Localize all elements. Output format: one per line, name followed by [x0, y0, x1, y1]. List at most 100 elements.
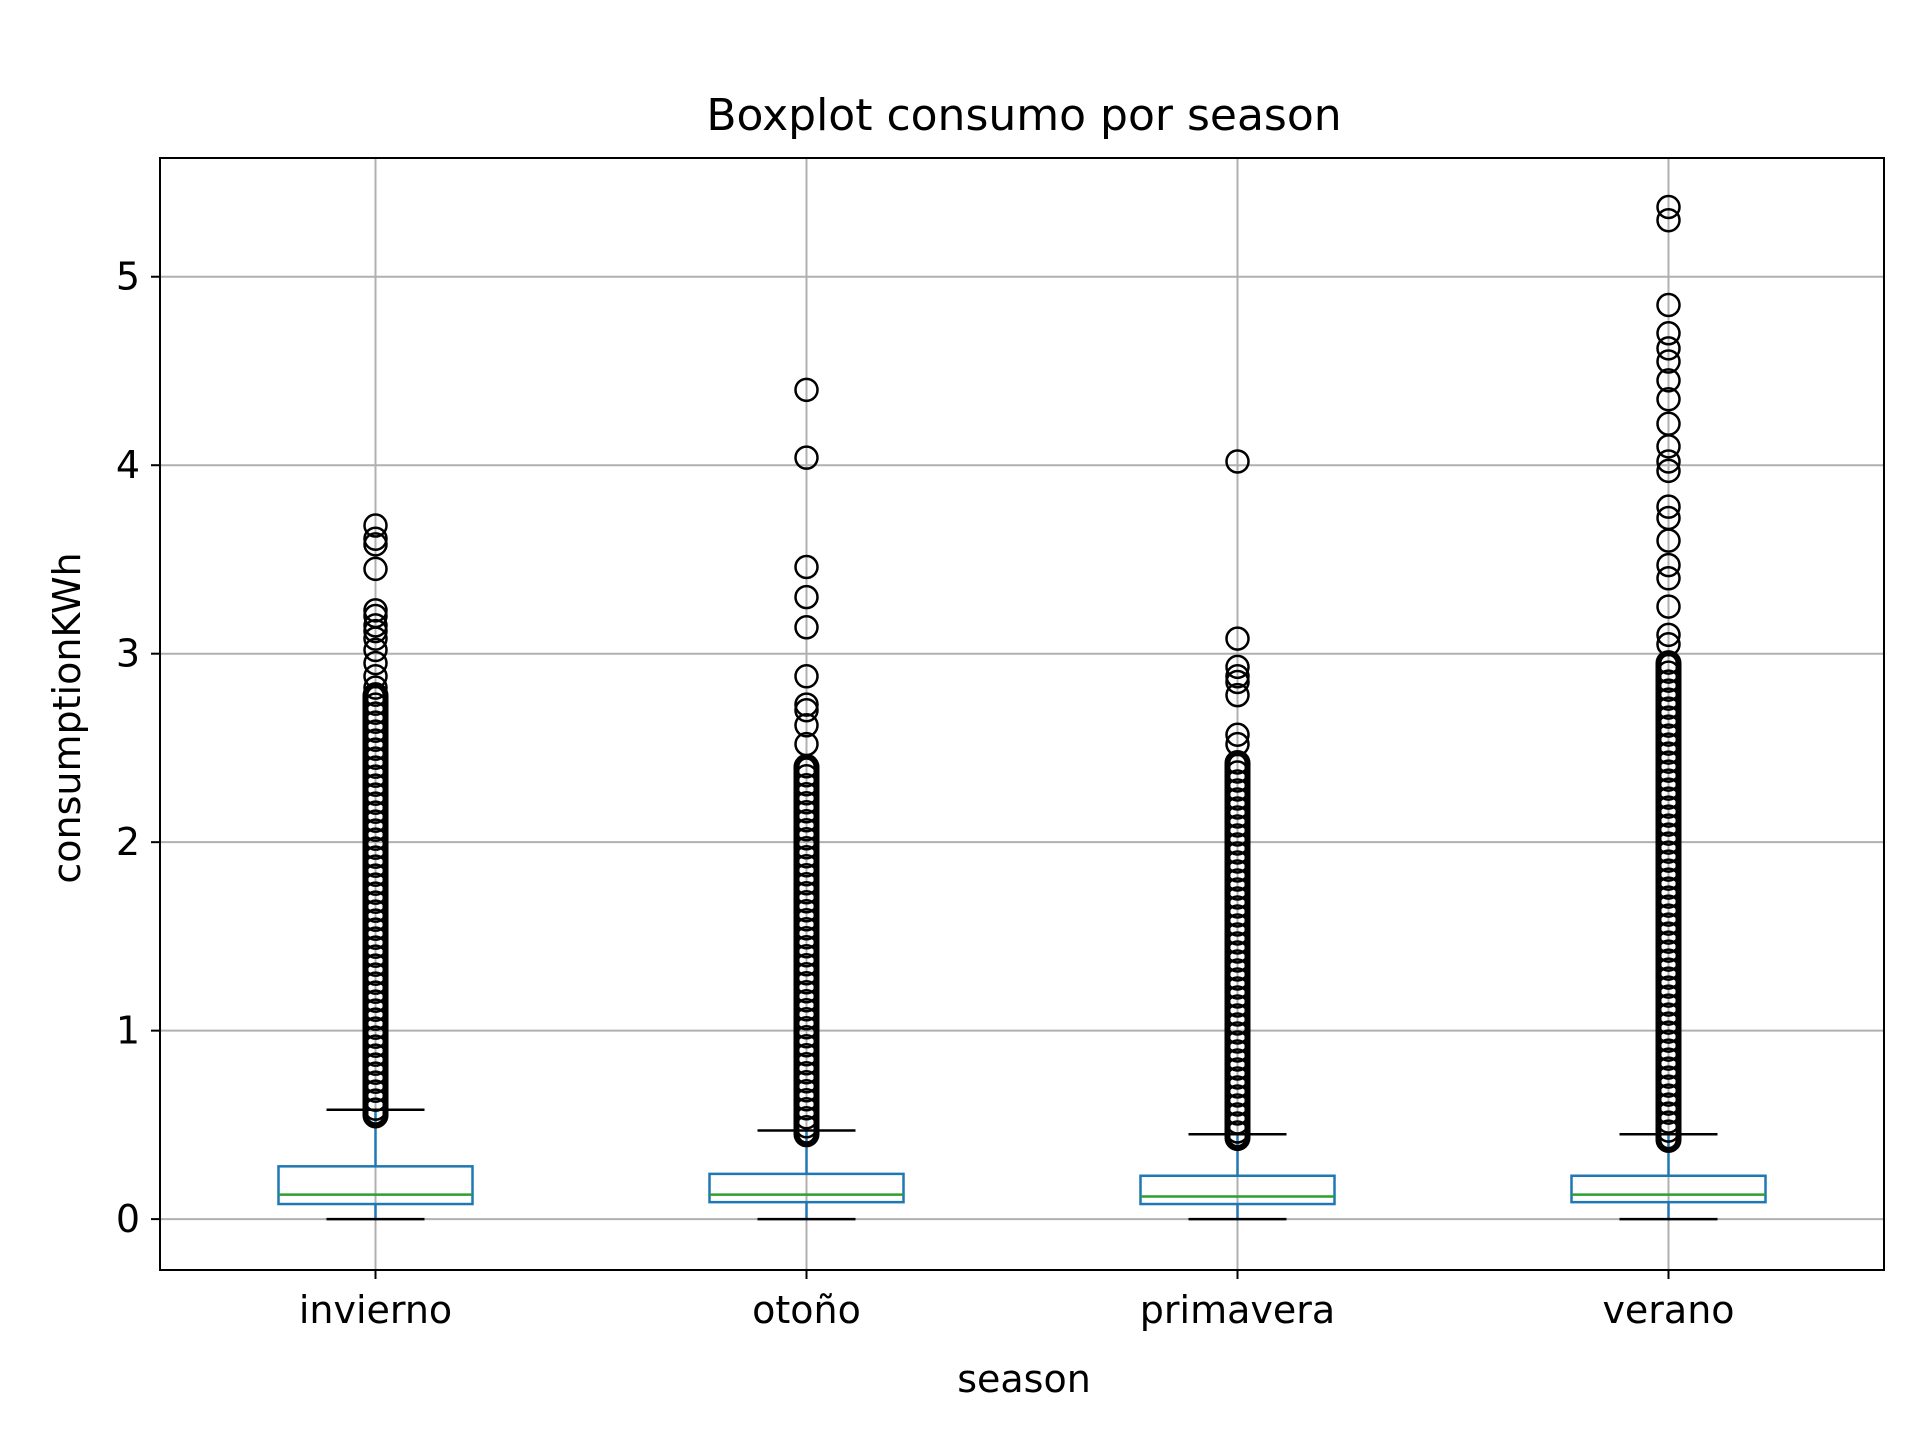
outlier-point	[1225, 868, 1250, 892]
outlier-point	[1656, 1065, 1681, 1089]
outlier-point	[1225, 1084, 1250, 1108]
outlier-point	[1656, 194, 1681, 220]
outlier-point	[1225, 949, 1250, 973]
outlier-point	[794, 809, 819, 833]
outlier-point	[794, 836, 819, 860]
outlier-point	[1225, 814, 1250, 838]
outlier-point	[1656, 930, 1681, 954]
outlier-point	[1656, 867, 1681, 891]
outlier-point	[1225, 796, 1250, 820]
outlier-point	[794, 692, 819, 717]
outlier-point	[1656, 858, 1681, 882]
outlier-point	[1656, 552, 1681, 578]
outlier-point	[1225, 731, 1250, 757]
outlier-point	[1225, 967, 1250, 991]
outlier-point	[1225, 1111, 1250, 1135]
outlier-point	[1225, 1075, 1250, 1099]
outlier-point	[363, 1070, 388, 1094]
y-tick-label: 1	[116, 1009, 140, 1053]
outlier-point	[794, 697, 819, 723]
outlier-point	[1656, 795, 1681, 819]
outlier-point	[363, 603, 388, 629]
outlier-point	[363, 980, 388, 1004]
outlier-point	[1656, 368, 1681, 393]
outlier-point	[1225, 913, 1250, 937]
outlier-point	[1225, 994, 1250, 1018]
outlier-point	[363, 598, 388, 623]
outlier-point	[1656, 458, 1681, 484]
outlier-point	[794, 872, 819, 896]
outlier-point	[1225, 895, 1250, 919]
outlier-point	[1656, 1020, 1681, 1044]
outlier-point	[363, 800, 388, 824]
outlier-point	[363, 692, 388, 716]
outlier-point	[1656, 660, 1681, 684]
outlier-point	[1225, 958, 1250, 982]
outlier-point	[1656, 1101, 1681, 1125]
outlier-point	[1225, 886, 1250, 910]
grid	[160, 158, 1884, 1270]
outlier-point	[794, 1079, 819, 1103]
outlier-point	[363, 1016, 388, 1040]
outlier-point	[1656, 831, 1681, 855]
outlier-point	[1656, 768, 1681, 792]
outlier-point	[1656, 1110, 1681, 1134]
outlier-point	[794, 881, 819, 905]
outlier-point	[363, 836, 388, 860]
outlier-point	[363, 845, 388, 869]
outlier-point	[1225, 1057, 1250, 1081]
outlier-point	[794, 1025, 819, 1049]
outlier-point	[1656, 622, 1681, 648]
outlier-point	[1656, 741, 1681, 765]
outlier-point	[1656, 705, 1681, 729]
outlier-point	[794, 791, 819, 815]
chart-title: Boxplot consumo por season	[706, 90, 1341, 141]
outlier-point	[1225, 722, 1250, 747]
outlier-point	[794, 962, 819, 986]
outlier-point	[1656, 494, 1681, 519]
outlier-point	[1225, 976, 1250, 1000]
outlier-point	[1225, 664, 1250, 689]
outlier-point	[363, 675, 388, 700]
outlier-point	[363, 935, 388, 959]
outlier-point	[363, 899, 388, 923]
outlier-point	[363, 944, 388, 968]
y-tick-label: 4	[116, 443, 140, 487]
outlier-point	[1656, 1074, 1681, 1098]
outlier-point	[794, 1088, 819, 1112]
outlier-point	[1225, 940, 1250, 964]
outlier-point	[794, 944, 819, 968]
outlier-point	[794, 1115, 819, 1139]
outlier-point	[1225, 859, 1250, 883]
outlier-point	[1656, 566, 1681, 591]
outlier-point	[363, 701, 388, 725]
outlier-point	[363, 1007, 388, 1031]
outlier-point	[794, 664, 819, 689]
outlier-point	[1656, 939, 1681, 963]
outlier-point	[1656, 732, 1681, 756]
outlier-point	[1225, 1021, 1250, 1045]
outlier-point	[794, 1061, 819, 1085]
outlier-point	[363, 890, 388, 914]
outlier-point	[1225, 850, 1250, 874]
y-axis-label: consumptionKWh	[45, 552, 89, 883]
outlier-point	[794, 1052, 819, 1076]
outlier-point	[1656, 957, 1681, 981]
outlier-point	[1225, 751, 1250, 775]
outlier-point	[1656, 449, 1681, 474]
outlier-point	[1656, 678, 1681, 702]
outlier-point	[1656, 813, 1681, 837]
outlier-point	[794, 899, 819, 923]
outlier-point	[794, 1007, 819, 1031]
outlier-point	[794, 935, 819, 959]
outlier-point	[1656, 777, 1681, 801]
outlier-point	[363, 926, 388, 950]
outlier-point	[1656, 505, 1681, 531]
outlier-point	[1656, 292, 1681, 318]
outlier-point	[794, 445, 819, 470]
outlier-point	[1656, 993, 1681, 1017]
outlier-point	[363, 998, 388, 1022]
outlier-point	[1225, 1030, 1250, 1054]
outlier-point	[794, 1034, 819, 1058]
outlier-point	[363, 664, 388, 689]
